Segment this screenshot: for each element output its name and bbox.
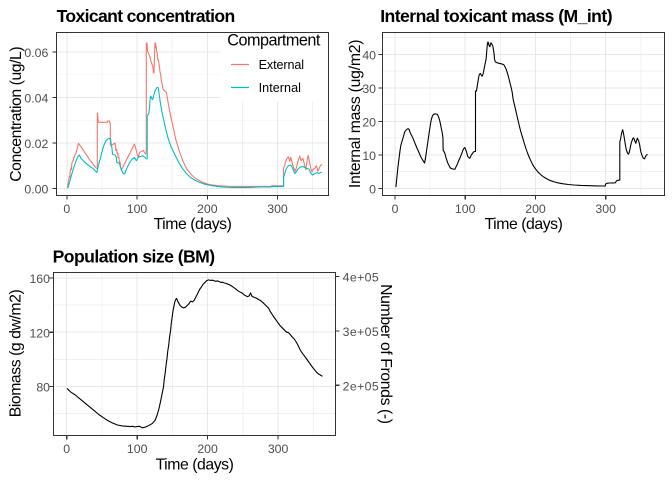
svg-text:External: External — [259, 58, 304, 72]
svg-text:200: 200 — [197, 202, 218, 216]
svg-text:100: 100 — [127, 442, 148, 456]
svg-text:300: 300 — [267, 202, 288, 216]
svg-text:100: 100 — [455, 202, 476, 216]
svg-text:80: 80 — [36, 381, 50, 395]
svg-text:300: 300 — [268, 442, 289, 456]
svg-text:40: 40 — [362, 49, 376, 63]
svg-text:4e+05: 4e+05 — [343, 271, 380, 285]
svg-text:100: 100 — [127, 202, 148, 216]
svg-text:300: 300 — [595, 202, 616, 216]
svg-text:0: 0 — [63, 442, 70, 456]
svg-text:160: 160 — [29, 272, 50, 286]
svg-text:0: 0 — [392, 202, 399, 216]
svg-text:Time (days): Time (days) — [154, 216, 232, 233]
svg-text:Internal mass (ug/m2): Internal mass (ug/m2) — [347, 40, 364, 188]
svg-text:2e+05: 2e+05 — [343, 379, 380, 393]
svg-text:Compartment: Compartment — [227, 32, 321, 50]
svg-text:Internal: Internal — [259, 81, 301, 95]
svg-text:Population size (BM): Population size (BM) — [53, 247, 215, 267]
svg-text:Internal toxicant mass (M_int): Internal toxicant mass (M_int) — [380, 6, 612, 26]
svg-text:0: 0 — [369, 183, 376, 197]
svg-text:Time (days): Time (days) — [485, 216, 563, 233]
svg-text:10: 10 — [362, 149, 376, 163]
svg-text:Number of Fronds (-): Number of Fronds (-) — [377, 284, 394, 424]
svg-text:0: 0 — [63, 202, 70, 216]
svg-text:0.00: 0.00 — [24, 183, 48, 197]
svg-text:0.02: 0.02 — [24, 137, 48, 151]
svg-text:30: 30 — [362, 82, 376, 96]
svg-text:200: 200 — [197, 442, 218, 456]
svg-text:120: 120 — [29, 326, 50, 340]
svg-text:0.06: 0.06 — [24, 46, 48, 60]
svg-text:3e+05: 3e+05 — [343, 325, 380, 339]
svg-text:Time (days): Time (days) — [156, 456, 234, 473]
svg-text:Biomass (g dw/m2): Biomass (g dw/m2) — [7, 290, 24, 418]
svg-text:200: 200 — [525, 202, 546, 216]
svg-text:Concentration (ug/L): Concentration (ug/L) — [8, 47, 25, 182]
svg-text:Toxicant concentration: Toxicant concentration — [57, 6, 235, 26]
svg-text:0.04: 0.04 — [24, 92, 48, 106]
svg-text:20: 20 — [362, 116, 376, 130]
